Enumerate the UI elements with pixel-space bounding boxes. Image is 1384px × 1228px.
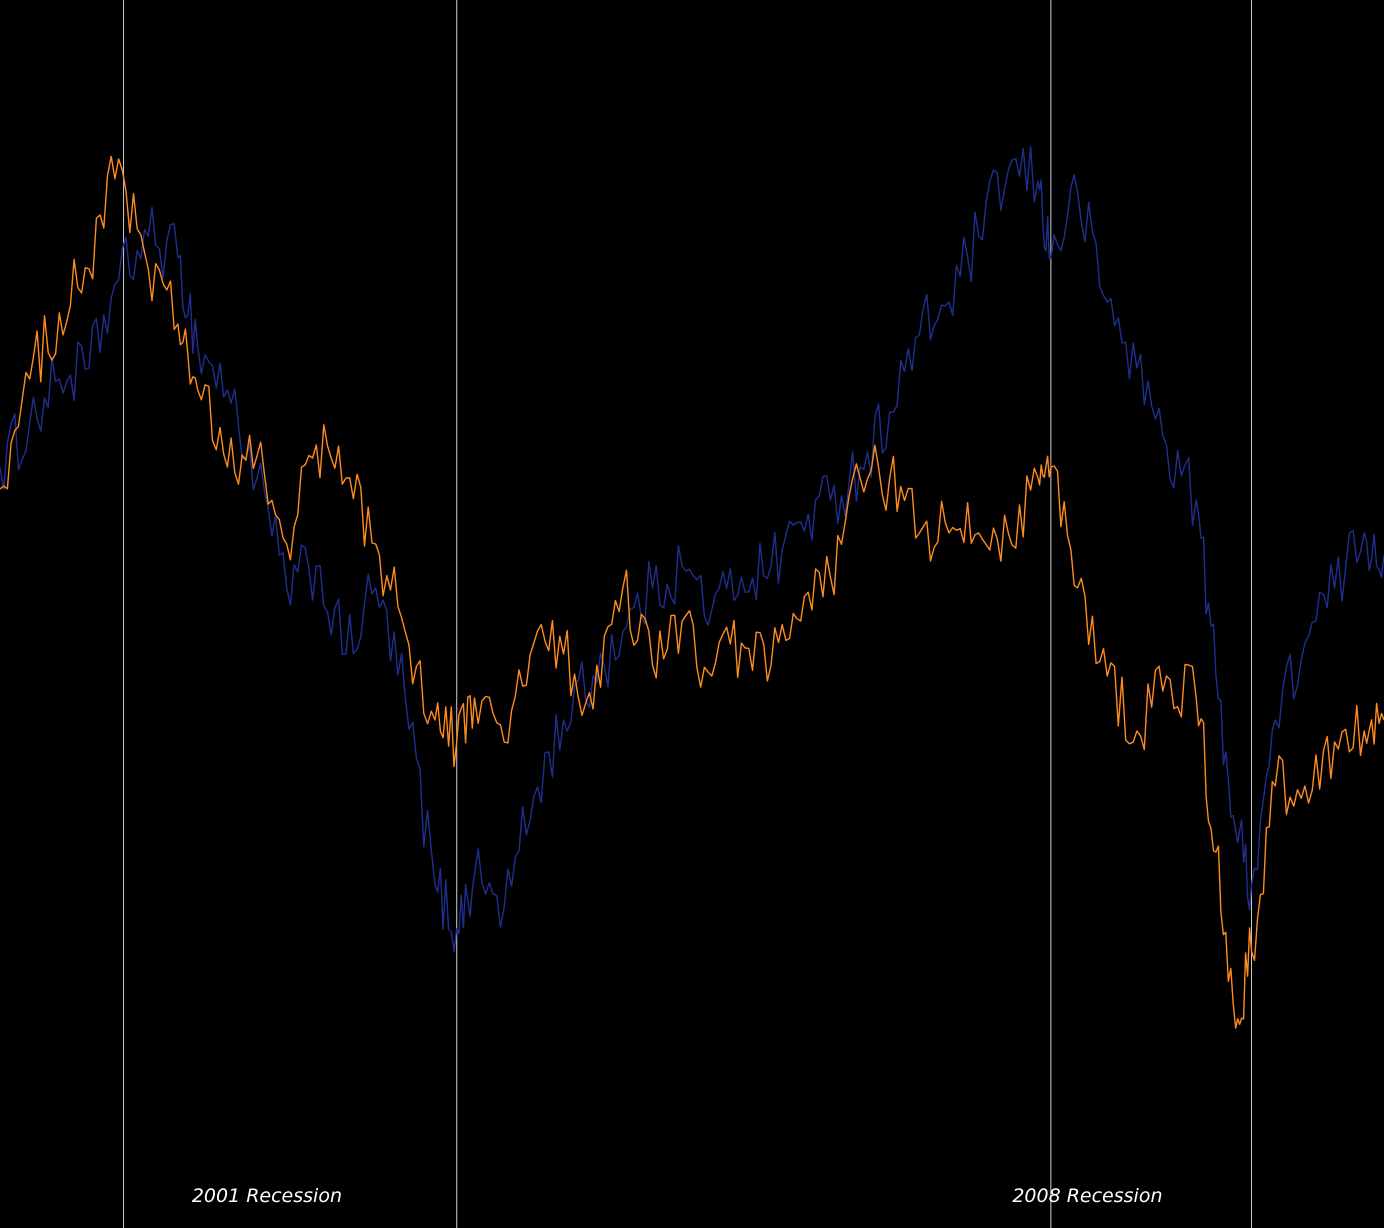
series-lines <box>0 146 1384 1029</box>
recession-boundaries <box>123 0 1253 1228</box>
annotation-2008-recession: 2008 Recession <box>1012 1185 1162 1207</box>
recession-annotations: 2001 Recession 2008 Recession <box>192 1185 1163 1207</box>
annotation-2001-recession: 2001 Recession <box>192 1185 342 1207</box>
series-line-0 <box>0 146 1384 952</box>
series-line-1 <box>0 155 1384 1029</box>
